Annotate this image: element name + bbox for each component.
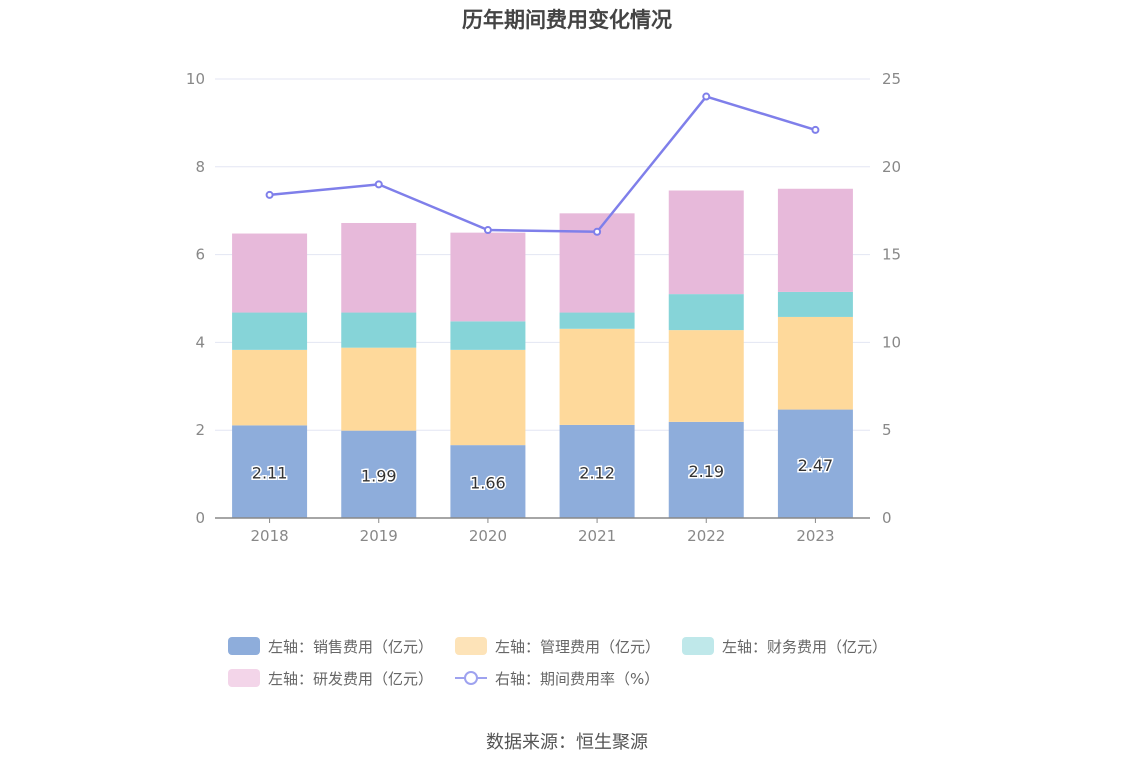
bar-data-label: 1.66 — [470, 474, 506, 493]
legend-line-rate-icon — [455, 671, 488, 685]
rate-point — [374, 180, 383, 189]
y-left-tick-label: 8 — [195, 158, 205, 176]
legend-item-sales[interactable]: 左轴：销售费用（亿元） — [228, 636, 433, 657]
line-series — [265, 92, 820, 236]
bar-data-label: 2.12 — [579, 463, 615, 482]
legend-swatch-admin — [455, 637, 488, 655]
y-right-tick-label: 25 — [882, 70, 901, 88]
bar-segment-3 — [232, 233, 308, 313]
bar-segment-0 — [777, 409, 853, 518]
y-left-tick-label: 4 — [195, 333, 205, 351]
bar-segment-1 — [232, 349, 308, 426]
legend-label-admin: 左轴：管理费用（亿元） — [495, 637, 661, 656]
bar-segment-2 — [450, 321, 526, 350]
bar-segment-0 — [559, 424, 635, 518]
bar-segment-0 — [341, 430, 417, 518]
y-left-tick-label: 6 — [195, 246, 205, 264]
bar-segment-2 — [777, 291, 853, 317]
bar-segment-2 — [559, 312, 635, 329]
legend-swatch-rnd — [228, 669, 260, 687]
bar-segment-0 — [232, 425, 308, 518]
bar-segment-1 — [777, 316, 853, 410]
rate-point — [483, 226, 492, 235]
bar-segment-1 — [341, 347, 417, 431]
x-tick-label: 2019 — [360, 527, 398, 545]
legend-row-1: 左轴：销售费用（亿元） 左轴：管理费用（亿元） 左轴：财务费用（亿元） — [228, 630, 928, 662]
bar-segment-1 — [559, 328, 635, 425]
bar-segment-2 — [232, 312, 308, 350]
x-tick-label: 2021 — [578, 527, 616, 545]
bar-segment-3 — [341, 222, 417, 313]
rate-point — [593, 227, 602, 236]
x-tick-label: 2023 — [796, 527, 834, 545]
bar-data-label: 2.19 — [688, 462, 724, 481]
bar-segment-2 — [668, 294, 744, 331]
rate-line — [269, 95, 816, 234]
legend-swatch-sales — [228, 637, 260, 655]
legend-label-sales: 左轴：销售费用（亿元） — [268, 637, 434, 656]
bar-segment-1 — [668, 330, 744, 422]
y-right-tick-label: 20 — [882, 158, 901, 176]
y-right-tick-label: 5 — [882, 421, 892, 439]
chart-canvas: 2.11 1.99 1.66 2.12 2.19 2.47 0 2 4 6 8 10 0 5 10 15 20… — [186, 70, 901, 545]
bar-segment-0 — [668, 421, 744, 518]
bar-segment-3 — [668, 190, 744, 295]
y-left-tick-label: 0 — [195, 509, 205, 527]
bar-segment-2 — [341, 312, 417, 348]
y-right-tick-label: 10 — [882, 333, 901, 351]
data-source: 数据来源：恒生聚源 — [486, 732, 648, 753]
legend-item-admin[interactable]: 左轴：管理费用（亿元） — [455, 636, 660, 657]
legend-item-finance[interactable]: 左轴：财务费用（亿元） — [682, 636, 887, 657]
x-tick-label: 2020 — [469, 527, 507, 545]
rate-point — [811, 125, 820, 134]
legend-row-2: 左轴：研发费用（亿元） 右轴：期间费用率（%） — [228, 662, 928, 694]
bar-segment-0 — [450, 445, 526, 518]
chart-title: 历年期间费用变化情况 — [462, 8, 672, 32]
grid-lines — [215, 78, 870, 431]
bar-data-label: 1.99 — [361, 466, 397, 485]
legend-item-rate[interactable]: 右轴：期间费用率（%） — [455, 668, 659, 689]
x-tick-label: 2018 — [250, 527, 288, 545]
legend-label-rnd: 左轴：研发费用（亿元） — [268, 669, 434, 688]
y-left-tick-label: 2 — [195, 421, 205, 439]
data-labels: 2.11 1.99 1.66 2.12 2.19 2.47 — [250, 454, 834, 494]
rate-point — [265, 190, 274, 199]
bar-data-label: 2.47 — [798, 456, 834, 475]
bar-segment-3 — [450, 232, 526, 322]
bar-segment-3 — [777, 188, 853, 292]
legend: 左轴：销售费用（亿元） 左轴：管理费用（亿元） 左轴：财务费用（亿元） 左轴：研… — [228, 630, 928, 694]
legend-swatch-finance — [682, 637, 715, 655]
rate-point — [702, 92, 711, 101]
axes: 0 2 4 6 8 10 0 5 10 15 20 25 2018 2019 2020 2021 2022 202… — [186, 70, 901, 545]
bar-series — [232, 188, 853, 518]
y-right-tick-label: 15 — [882, 246, 901, 264]
legend-label-rate: 右轴：期间费用率（%） — [495, 669, 660, 688]
x-tick-label: 2022 — [687, 527, 725, 545]
legend-item-rnd[interactable]: 左轴：研发费用（亿元） — [228, 668, 433, 689]
y-left-tick-label: 10 — [186, 70, 205, 88]
y-right-tick-label: 0 — [882, 509, 892, 527]
legend-label-finance: 左轴：财务费用（亿元） — [722, 637, 888, 656]
bar-segment-1 — [450, 349, 526, 446]
bar-data-label: 2.11 — [252, 464, 288, 483]
